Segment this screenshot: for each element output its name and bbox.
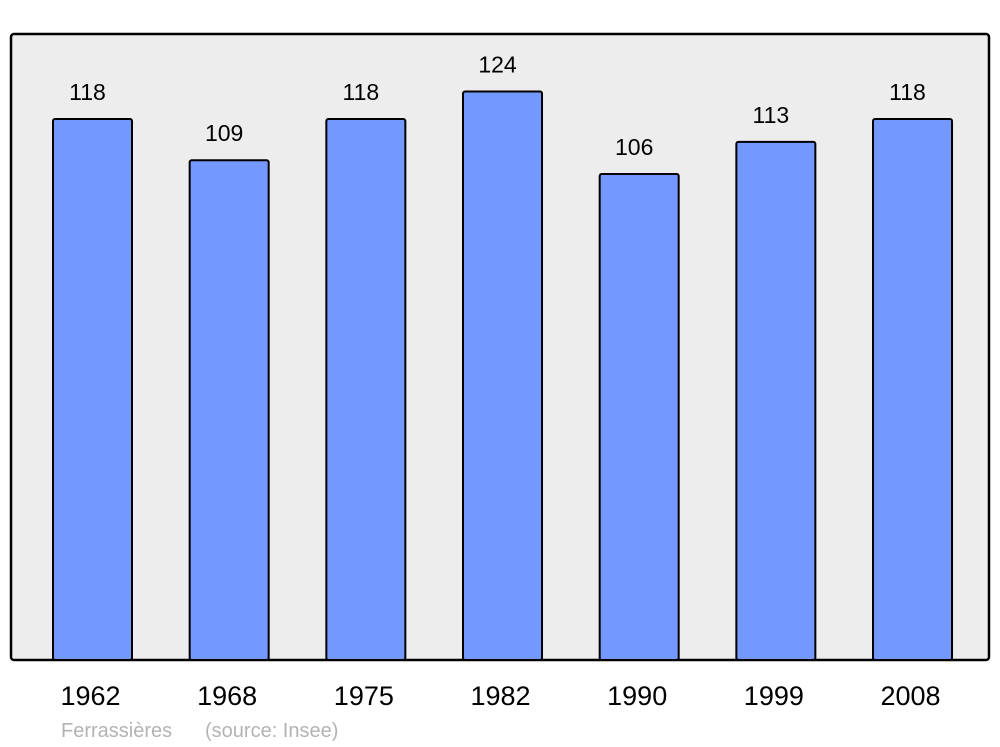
x-tick-2008: 2008 [880, 681, 940, 711]
data-label-1999: 113 [753, 102, 790, 128]
x-tick-1990: 1990 [607, 681, 667, 711]
data-label-1982: 124 [478, 51, 517, 77]
x-tick-1999: 1999 [744, 681, 804, 711]
bar-1990 [598, 172, 680, 662]
data-label-1990: 106 [615, 134, 653, 160]
bar-1999 [735, 140, 817, 661]
x-tick-1975: 1975 [334, 681, 394, 711]
data-label-1968: 109 [205, 120, 243, 146]
bar-1968 [188, 159, 270, 662]
data-label-2008: 118 [889, 79, 926, 105]
bar-1962 [52, 117, 133, 662]
data-label-1962: 118 [69, 79, 106, 105]
x-tick-1968: 1968 [197, 681, 257, 711]
bar-1982 [462, 90, 544, 661]
x-tick-1982: 1982 [470, 681, 530, 711]
data-label-1975: 118 [343, 79, 380, 105]
footer-source: (source: Insee) [205, 720, 338, 742]
bar-1975 [325, 117, 407, 662]
x-tick-1962: 1962 [60, 681, 120, 711]
bar-2008 [872, 117, 954, 662]
footer-place: Ferrassières [61, 720, 172, 742]
